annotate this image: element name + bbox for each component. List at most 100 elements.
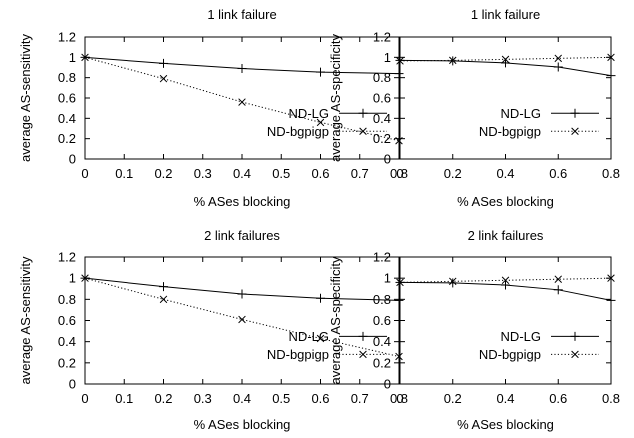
legend-label: ND-bgpigp (479, 347, 541, 362)
legend-label: ND-LG (501, 106, 541, 121)
x-tick-label: 0.6 (311, 166, 329, 181)
chart-panel-1: 1 link failure 0 0.2 0.4 0.6 0.8 1 1.2 0 0.1 0.2 0.… (18, 7, 408, 209)
plot-frame (399, 36, 612, 160)
y-tick-label: 1 (69, 271, 76, 286)
x-tick-label: 0.4 (496, 391, 514, 406)
y-tick-label: 0.2 (373, 131, 391, 146)
y-tick-label: 1 (384, 271, 391, 286)
x-tick-label: 0.8 (602, 166, 620, 181)
y-tick-label: 0.4 (373, 334, 391, 349)
y-tick-label: 1.2 (58, 250, 76, 265)
legend-label: ND-LG (289, 106, 329, 121)
data-point-nd-lg (606, 71, 616, 81)
legend-marker (570, 331, 580, 341)
x-tick-label: 0 (396, 166, 403, 181)
x-axis-label: % ASes blocking (457, 417, 554, 432)
x-tick-label: 0.4 (496, 166, 514, 181)
x-tick-label: 0.6 (549, 166, 567, 181)
x-tick-label: 0.5 (272, 391, 290, 406)
data-point-nd-bgpigp (238, 315, 246, 324)
data-point-nd-bgpigp (396, 57, 404, 65)
y-tick-label: 0.6 (58, 313, 76, 328)
data-point-nd-lg (316, 293, 325, 303)
data-point-nd-bgpigp (238, 98, 246, 106)
x-tick-label: 0 (81, 391, 88, 406)
x-tick-label: 0.1 (115, 391, 133, 406)
y-axis-label: average AS-sensitivity (18, 256, 33, 384)
y-tick-label: 1 (384, 50, 391, 65)
x-tick-label: 0.6 (549, 391, 567, 406)
data-point-nd-lg (159, 58, 168, 68)
x-tick-label: 0.4 (233, 391, 251, 406)
legend-marker (571, 127, 579, 136)
data-point-nd-lg (394, 295, 404, 305)
y-tick-label: 0.6 (373, 91, 391, 106)
data-point-nd-bgpigp (316, 118, 325, 127)
chart-panel-2: 1 link failure 0 0.2 0.4 0.6 0.8 1 1.2 0 0.2 0.4 0.… (328, 7, 620, 209)
data-point-nd-lg (553, 62, 563, 72)
data-point-nd-bgpigp (396, 278, 404, 287)
chart-title: 2 link failures (468, 228, 544, 243)
legend-label: ND-bgpigp (479, 124, 541, 139)
data-point-nd-lg (159, 282, 168, 292)
data-point-nd-lg (553, 285, 563, 295)
y-tick-label: 0.8 (373, 292, 391, 307)
legend-marker (358, 331, 368, 341)
chart-panel-4: 2 link failures 0 0.2 0.4 0.6 0.8 1 1.2 0 0.2 0.4 0… (328, 228, 620, 432)
legend-marker (359, 127, 367, 136)
y-tick-label: 0 (384, 152, 391, 167)
chart-title: 1 link failure (207, 7, 276, 22)
y-tick-label: 0.8 (373, 70, 391, 85)
y-tick-label: 0.6 (58, 91, 76, 106)
y-axis-label: average AS-specificity (328, 34, 343, 162)
data-point-nd-lg (501, 280, 510, 290)
plot-frame (84, 36, 400, 160)
x-tick-label: 0.7 (351, 391, 369, 406)
y-tick-label: 0.4 (373, 111, 391, 126)
data-point-nd-bgpigp (501, 55, 510, 64)
y-tick-label: 1.2 (373, 250, 391, 265)
x-tick-label: 0.5 (272, 166, 290, 181)
y-tick-label: 0 (384, 377, 391, 392)
x-tick-label: 0 (81, 166, 88, 181)
x-tick-label: 0.8 (390, 391, 408, 406)
chart-panel-3: 2 link failures 0 0.2 0.4 0.6 0.8 1 1.2 0 0.1 0.2 0… (18, 228, 408, 432)
x-tick-label: 0.3 (194, 166, 212, 181)
y-tick-label: 0.2 (58, 355, 76, 370)
x-tick-label: 0.3 (194, 391, 212, 406)
x-tick-label: 0.7 (351, 166, 369, 181)
data-point-nd-lg (237, 289, 247, 299)
y-axis-label: average AS-sensitivity (18, 34, 33, 162)
plot-frame (399, 256, 612, 385)
x-tick-label: 0.8 (390, 166, 408, 181)
data-point-nd-bgpigp (607, 53, 615, 62)
data-point-nd-bgpigp (501, 276, 510, 285)
y-tick-label: 0.4 (58, 111, 76, 126)
legend-label: ND-bgpigp (267, 124, 329, 139)
x-tick-label: 0.2 (444, 166, 462, 181)
data-point-nd-bgpigp (448, 277, 457, 286)
x-tick-label: 0.8 (602, 391, 620, 406)
data-point-nd-lg (448, 278, 458, 288)
legend-marker (571, 350, 579, 359)
x-tick-label: 0.6 (311, 391, 329, 406)
y-tick-label: 0.8 (58, 70, 76, 85)
x-tick-label: 0.2 (444, 391, 462, 406)
y-tick-label: 0.8 (58, 292, 76, 307)
data-point-nd-lg (316, 67, 325, 77)
y-tick-label: 0.4 (58, 334, 76, 349)
x-axis-label: % ASes blocking (457, 194, 554, 209)
data-point-nd-bgpigp (316, 334, 325, 343)
data-point-nd-bgpigp (448, 56, 457, 65)
data-point-nd-bgpigp (395, 352, 403, 361)
x-tick-label: 0 (396, 391, 403, 406)
legend-marker (358, 108, 368, 118)
x-tick-label: 0.4 (233, 166, 251, 181)
x-tick-label: 0.2 (154, 166, 172, 181)
plot-frame (84, 256, 400, 385)
data-point-nd-bgpigp (159, 295, 168, 304)
data-point-nd-lg (394, 69, 404, 79)
legend-marker (359, 350, 367, 359)
legend-label: ND-bgpigp (267, 347, 329, 362)
